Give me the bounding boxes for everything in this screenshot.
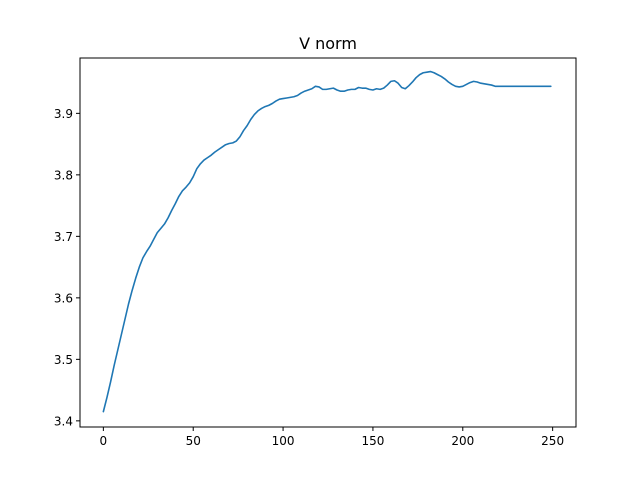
x-tick-label: 50: [186, 434, 201, 448]
x-tick-label: 150: [361, 434, 384, 448]
y-tick-label: 3.6: [54, 291, 73, 305]
x-tick-label: 200: [451, 434, 474, 448]
x-tick-label: 0: [100, 434, 108, 448]
x-tick-label: 100: [272, 434, 295, 448]
y-tick-label: 3.5: [54, 353, 73, 367]
chart-title: V norm: [299, 34, 357, 53]
plot-area: 0 50 100 150 200 250 3.4 3.5 3.6 3.7 3.8 3.9: [54, 57, 577, 448]
series-line-0: [102, 70, 552, 413]
y-tick-label: 3.8: [54, 168, 73, 182]
x-tick-label: 250: [541, 434, 564, 448]
y-tick-label: 3.7: [54, 230, 73, 244]
y-tick-label: 3.9: [54, 107, 73, 121]
axes-frame: [79, 57, 577, 428]
y-tick-label: 3.4: [54, 414, 73, 428]
